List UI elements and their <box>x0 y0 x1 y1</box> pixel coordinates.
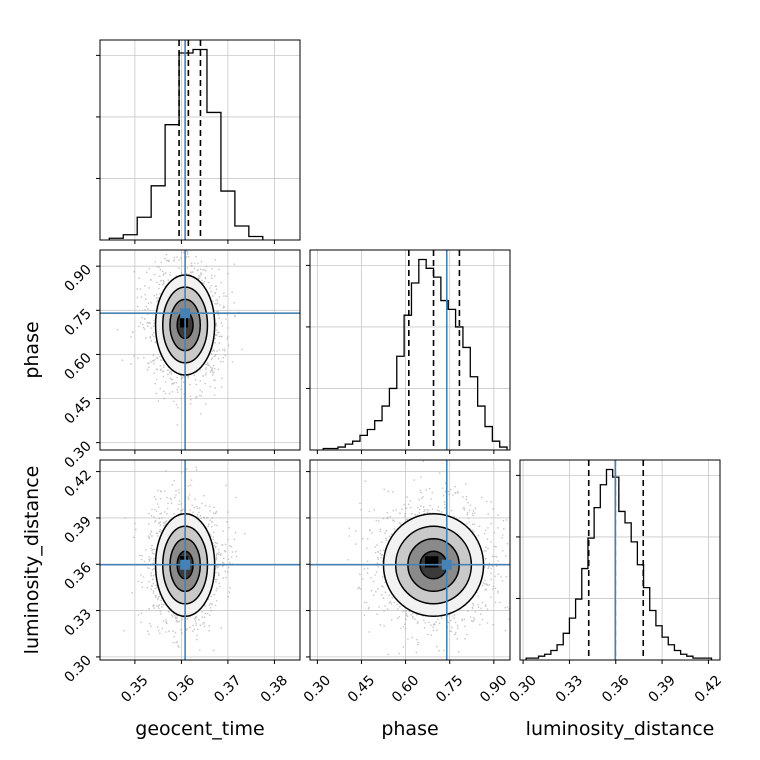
frame-2d-2 <box>309 459 511 661</box>
panel-2d-geocent_time-vs-phase: 0.30 0.45 0.60 0.75 0.90 <box>61 249 301 472</box>
panel-2d-geocent_time-vs-luminosity_distance: 0.35 0.36 0.37 0.38 0.30 0.33 0.36 0.39 0.42 <box>61 459 301 706</box>
hist-bar-luminosity_distance-24 <box>674 650 680 660</box>
hist-bar-luminosity_distance-3 <box>545 654 551 660</box>
hist-panel-luminosity_distance: 0.30 0.33 0.36 0.39 0.42 <box>506 459 725 706</box>
hist-bar-luminosity_distance-16 <box>625 523 631 660</box>
hist-bar-phase-20 <box>470 377 477 450</box>
xtick-label-luminosity_distance-1: 0.33 <box>553 672 586 705</box>
xtick-label-phase-0: 0.30 <box>301 672 334 705</box>
xtick-label-geocent_time-2: 0.37 <box>211 672 244 705</box>
hist-bar-phase-19 <box>463 347 470 450</box>
ytick-label-luminosity_distance-2: 0.36 <box>61 560 94 593</box>
truth-marker-2d-1 <box>180 559 191 570</box>
hist-bar-luminosity_distance-5 <box>557 645 563 660</box>
xtick-label-luminosity_distance-2: 0.36 <box>599 672 632 705</box>
frame-2d-1 <box>99 459 301 661</box>
hist-bar-phase-7 <box>375 421 382 450</box>
x-axis-label-geocent-time: geocent_time <box>135 718 264 740</box>
hist-outline-geocent_time <box>108 48 264 240</box>
xtick-label-geocent_time-3: 0.38 <box>258 672 291 705</box>
hist-bar-phase-21 <box>478 406 485 450</box>
xtick-label-phase-2: 0.60 <box>389 672 422 705</box>
xtick-label-phase-1: 0.45 <box>345 672 378 705</box>
ytick-label-phase-0: 0.30 <box>61 438 94 471</box>
hist-bar-phase-13 <box>419 260 426 450</box>
xtick-label-luminosity_distance-3: 0.39 <box>645 672 678 705</box>
hist-bar-geocent_time-9 <box>235 226 249 240</box>
hist-bar-luminosity_distance-6 <box>563 633 569 660</box>
hist-frame-luminosity_distance <box>519 459 721 661</box>
ytick-label-phase-1: 0.45 <box>61 394 94 427</box>
ytick-label-luminosity_distance-4: 0.42 <box>61 467 94 500</box>
hist-bar-geocent_time-2 <box>137 217 151 240</box>
xtick-label-geocent_time-1: 0.36 <box>165 672 198 705</box>
hist-bar-geocent_time-4 <box>165 125 179 240</box>
hist-bar-luminosity_distance-21 <box>656 626 662 660</box>
hist-bar-phase-3 <box>345 444 352 450</box>
density-peak-2d-0 <box>180 316 188 328</box>
hist-frame-phase <box>309 249 511 451</box>
x-axis-label-luminosity-distance: luminosity_distance <box>526 718 715 740</box>
hist-outline-phase <box>322 258 508 450</box>
hist-bar-luminosity_distance-4 <box>551 650 557 660</box>
xtick-label-phase-4: 0.90 <box>477 672 510 705</box>
hist-bar-luminosity_distance-12 <box>600 485 606 660</box>
hist-bar-luminosity_distance-23 <box>668 645 674 660</box>
hist-frame-geocent_time <box>99 39 301 241</box>
hist-bar-luminosity_distance-15 <box>619 511 625 660</box>
ytick-label-luminosity_distance-0: 0.30 <box>61 652 94 685</box>
hist-bar-luminosity_distance-11 <box>594 508 600 660</box>
hist-bar-phase-15 <box>434 277 441 450</box>
hist-bar-phase-14 <box>426 268 433 450</box>
hist-bar-luminosity_distance-20 <box>650 610 656 660</box>
xtick-label-luminosity_distance-4: 0.42 <box>692 672 725 705</box>
hist-bar-luminosity_distance-7 <box>569 618 575 660</box>
hist-outline-luminosity_distance <box>525 468 713 660</box>
ytick-label-phase-2: 0.60 <box>61 350 94 383</box>
xtick-label-phase-3: 0.75 <box>433 672 466 705</box>
hist-bar-luminosity_distance-17 <box>631 542 637 660</box>
hist-bar-luminosity_distance-22 <box>662 637 668 660</box>
density-peak-2d-2 <box>424 556 439 568</box>
hist-bar-luminosity_distance-9 <box>582 569 588 660</box>
ytick-label-luminosity_distance-3: 0.39 <box>61 513 94 546</box>
xtick-label-luminosity_distance-0: 0.30 <box>506 672 539 705</box>
y-axis-label-luminosity-distance: luminosity_distance <box>21 466 43 655</box>
hist-bar-geocent_time-7 <box>207 112 221 240</box>
hist-bar-phase-9 <box>389 388 396 450</box>
hist-bar-luminosity_distance-13 <box>606 470 612 660</box>
y-axis-label-phase: phase <box>21 321 43 378</box>
hist-bar-phase-8 <box>382 406 389 450</box>
ytick-label-phase-3: 0.75 <box>61 306 94 339</box>
hist-bar-phase-4 <box>353 441 360 450</box>
hist-bar-phase-12 <box>411 283 418 450</box>
hist-bar-phase-22 <box>485 427 492 450</box>
x-axis-label-phase: phase <box>381 718 438 740</box>
xtick-label-geocent_time-0: 0.35 <box>118 672 151 705</box>
truth-marker-2d-2 <box>441 559 452 570</box>
ytick-label-luminosity_distance-1: 0.33 <box>61 606 94 639</box>
hist-panel-geocent_time <box>96 39 301 244</box>
hist-bar-luminosity_distance-8 <box>576 599 582 660</box>
hist-bar-luminosity_distance-25 <box>681 654 687 660</box>
ytick-label-phase-4: 0.90 <box>61 262 94 295</box>
hist-panel-phase <box>306 249 511 454</box>
hist-bar-phase-6 <box>367 429 374 450</box>
hist-bar-phase-10 <box>397 356 404 450</box>
truth-marker-2d-0 <box>180 308 191 319</box>
panel-2d-phase-vs-luminosity_distance: 0.30 0.45 0.60 0.75 0.90 <box>301 459 511 706</box>
frame-2d-0 <box>99 249 301 451</box>
hist-bar-geocent_time-3 <box>151 186 165 240</box>
